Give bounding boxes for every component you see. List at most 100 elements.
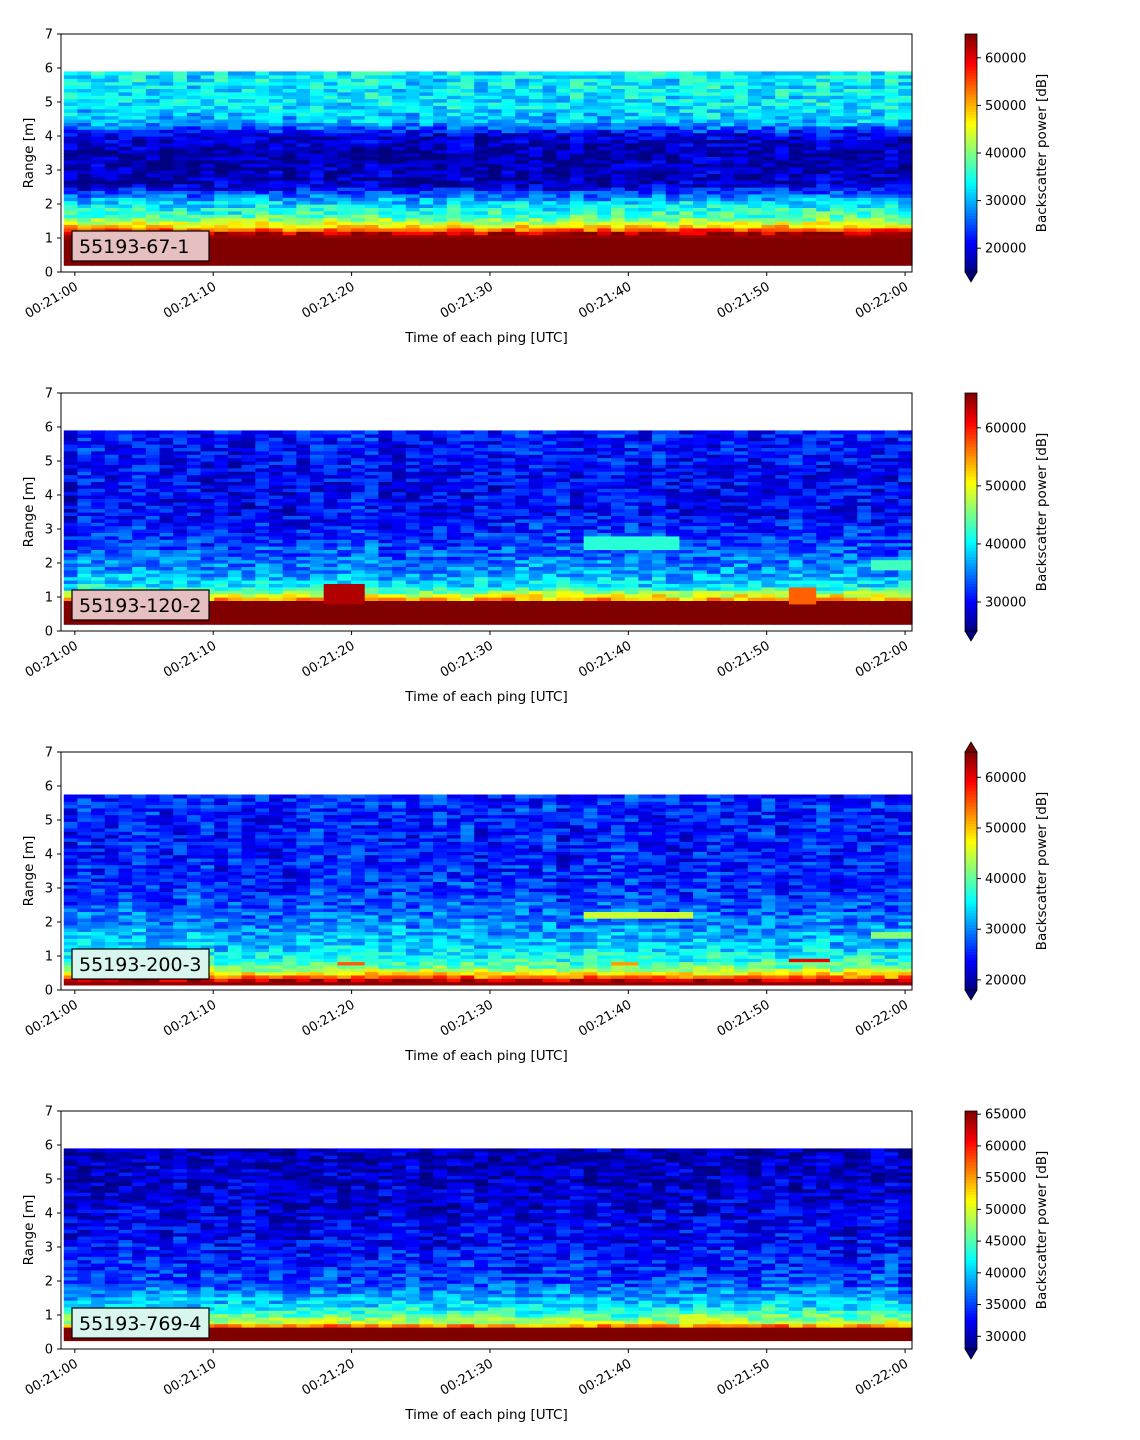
heatmap-cell [269,245,283,249]
heatmap-cell [64,160,78,164]
heatmap-cell [365,133,379,137]
heatmap-cell [214,252,228,256]
heatmap-cell [132,454,146,458]
heatmap-cell [556,252,570,256]
heatmap-cell [283,430,297,434]
heatmap-cell [830,194,844,198]
heatmap-cell [419,167,433,171]
heatmap-cell [105,133,119,137]
heatmap-cell [310,211,324,215]
heatmap-cell [433,201,447,205]
heatmap-cell [242,143,256,147]
heatmap-cell [91,71,105,75]
heatmap-cell [324,160,338,164]
heatmap-cell [283,235,297,239]
heatmap-cell [502,245,516,249]
heatmap-cell [337,133,351,137]
heatmap-cell [529,201,543,205]
heatmap-cell [118,211,132,215]
heatmap-cell [433,177,447,181]
heatmap-cell [543,245,557,249]
heatmap-cell [734,133,748,137]
heatmap-cell [543,211,557,215]
heatmap-cell [118,454,132,458]
heatmap-cell [529,194,543,198]
heatmap-cell [885,143,899,147]
heatmap-cell [515,235,529,239]
heatmap-cell [105,167,119,171]
colorbar-tick-label: 20000 [985,242,1026,257]
heatmap-cell [378,167,392,171]
heatmap-cell [515,228,529,232]
heatmap-cell [324,488,338,492]
heatmap-cell [720,218,734,222]
heatmap-cell [857,218,871,222]
heatmap-cell [488,252,502,256]
heatmap-cell [748,133,762,137]
heatmap-cell [447,177,461,181]
heatmap-cell [625,218,639,222]
heatmap-cell [570,167,584,171]
heatmap-cell [419,211,433,215]
heatmap-cell [118,160,132,164]
heatmap-cell [515,177,529,181]
heatmap-cell [173,505,187,509]
heatmap-cell [419,177,433,181]
heatmap-cell [214,71,228,75]
heatmap-cell [488,150,502,154]
heatmap-cell [337,201,351,205]
heatmap-cell [351,505,365,509]
heatmap-cell [720,245,734,249]
heatmap-cell [77,211,91,215]
heatmap-cell [132,177,146,181]
heatmap-cell [461,228,475,232]
heatmap-cell [365,160,379,164]
heatmap-cell [488,235,502,239]
heatmap-cell [310,194,324,198]
heatmap-cell [857,228,871,232]
heatmap-cell [242,245,256,249]
heatmap-cell [365,211,379,215]
heatmap-cell [283,471,297,475]
heatmap-cell [625,71,639,75]
heatmap-cell [392,167,406,171]
heatmap-cell [748,211,762,215]
heatmap-cell [529,167,543,171]
heatmap-cell [543,218,557,222]
heatmap-cell [830,143,844,147]
heatmap-cell [816,245,830,249]
heatmap-cell [392,160,406,164]
heatmap-cell [775,201,789,205]
heatmap-cell [762,211,776,215]
heatmap-cell [474,245,488,249]
heatmap-cell [255,245,269,249]
heatmap-cell [187,71,201,75]
heatmap-cell [515,201,529,205]
heatmap-cell [693,177,707,181]
heatmap-cell [898,194,912,198]
heatmap-cell [707,71,721,75]
heatmap-cell [570,71,584,75]
heatmap-cell [419,228,433,232]
heatmap-cell [638,235,652,239]
heatmap-cell [351,160,365,164]
heatmap-cell [748,252,762,256]
heatmap-cell [173,143,187,147]
heatmap-cell [543,235,557,239]
heatmap-cell [64,505,78,509]
heatmap-cell [461,143,475,147]
heatmap-cell [351,228,365,232]
heatmap-cell [324,430,338,434]
heatmap-cell [584,245,598,249]
heatmap-cell [351,133,365,137]
heatmap-cell [707,211,721,215]
heatmap-cell [871,211,885,215]
heatmap-cell [242,228,256,232]
heatmap-cell [898,211,912,215]
heatmap-cell [105,184,119,188]
heatmap-cell [679,150,693,154]
heatmap-cell [844,71,858,75]
heatmap-cell [105,160,119,164]
heatmap-cell [898,201,912,205]
